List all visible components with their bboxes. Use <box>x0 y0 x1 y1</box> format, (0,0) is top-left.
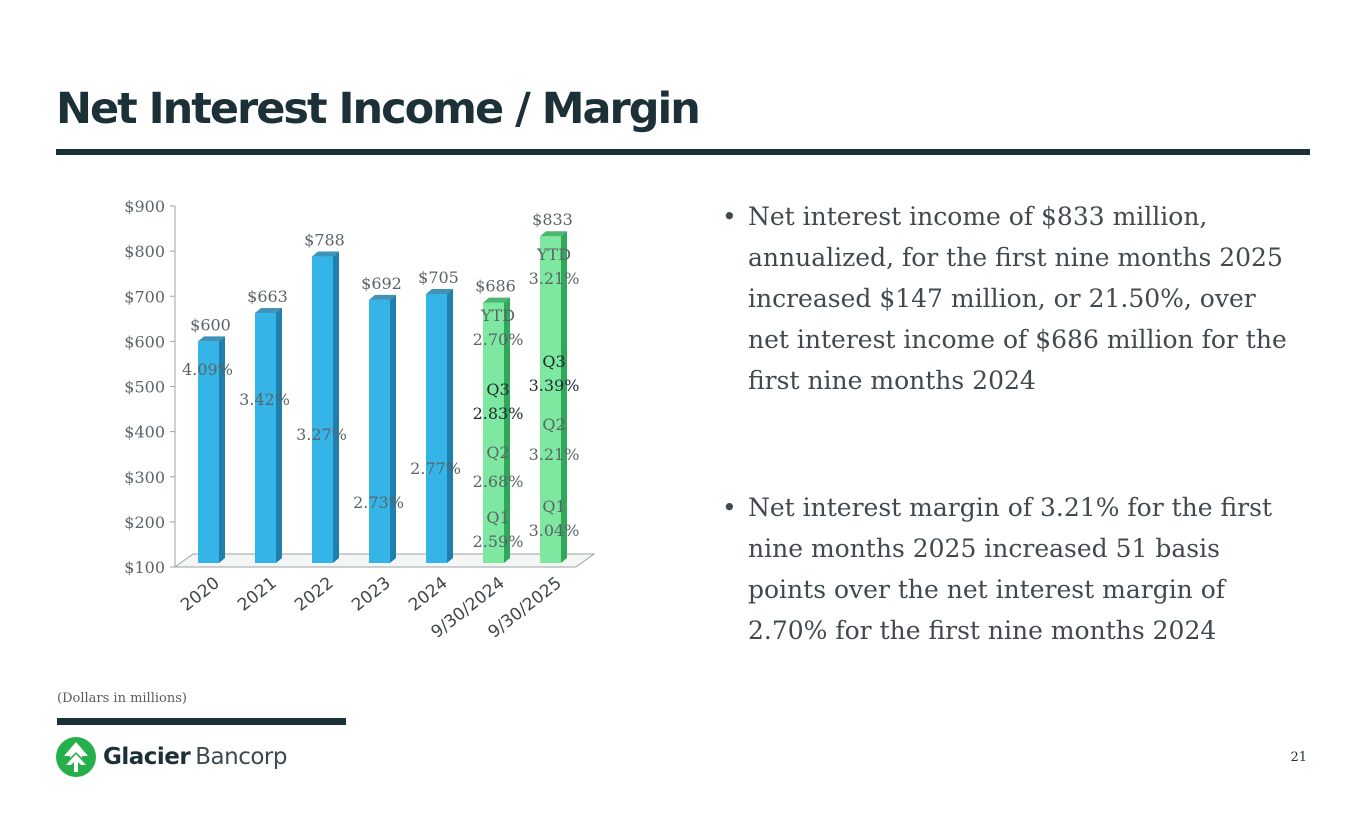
bar-top-2022 <box>312 251 339 257</box>
value-label-2021: $663 <box>247 287 288 306</box>
glacier-logo-icon <box>56 737 96 777</box>
x-tick-label-2022: 2022 <box>291 573 337 615</box>
value-label-9/30/2025: $833 <box>532 210 573 229</box>
value-label-2023: $692 <box>361 274 402 293</box>
y-tick-label: $700 <box>124 287 165 306</box>
quarter-margin-9/30/2024-Q3: 2.83% <box>473 404 524 423</box>
quarter-label-9/30/2025-Q2: Q2 <box>542 415 565 434</box>
quarter-label-9/30/2024-Q2: Q2 <box>486 443 509 462</box>
quarter-margin-9/30/2024-Q1: 2.59% <box>473 532 524 551</box>
value-label-2024: $705 <box>418 268 459 287</box>
logo-name-light: Bancorp <box>195 744 287 770</box>
bar-side-2024 <box>447 288 453 563</box>
margin-label-2020: 4.09% <box>182 360 233 379</box>
bar-side-9/30/2024 <box>504 297 510 563</box>
bar-side-2020 <box>219 336 225 563</box>
bar-side-2021 <box>276 307 282 563</box>
quarter-label-9/30/2024-YTD: YTD <box>480 306 515 325</box>
bar-2021 <box>255 312 276 563</box>
y-tick-label: $900 <box>124 197 165 216</box>
y-tick-label: $400 <box>124 423 165 442</box>
bar-2020 <box>198 341 219 563</box>
net-interest-income-chart: $100 $200 $300 $400 $500 $600 $700 $800 $900 $600… <box>124 197 596 643</box>
bar-top-2024 <box>426 288 453 294</box>
y-tick-label: $800 <box>124 242 165 261</box>
footer-divider <box>57 718 346 725</box>
bullet-net-interest-margin: Net interest margin of 3.21% for the fir… <box>722 487 1302 651</box>
margin-label-2022: 3.27% <box>296 425 347 444</box>
x-tick-label-2023: 2023 <box>348 573 394 615</box>
y-tick-label: $500 <box>124 378 165 397</box>
quarter-label-9/30/2025-Q3: Q3 <box>542 352 565 371</box>
margin-label-2021: 3.42% <box>239 390 290 409</box>
quarter-margin-9/30/2024-Q2: 2.68% <box>473 472 524 491</box>
x-tick-label-2024: 2024 <box>405 573 451 615</box>
bar-top-9/30/2024 <box>483 297 510 303</box>
margin-label-2024: 2.77% <box>410 459 461 478</box>
quarter-margin-9/30/2025-Q3: 3.39% <box>529 376 580 395</box>
x-tick-label-2021: 2021 <box>234 573 280 615</box>
quarter-margin-9/30/2024-YTD: 2.70% <box>473 330 524 349</box>
footnote: (Dollars in millions) <box>57 691 187 706</box>
y-tick-label: $300 <box>124 468 165 487</box>
page-number: 21 <box>1290 750 1307 765</box>
bar-side-2022 <box>333 251 339 563</box>
y-tick-label: $100 <box>124 558 165 577</box>
bar-top-2021 <box>255 307 282 313</box>
bar-2022 <box>312 256 333 563</box>
quarter-margin-9/30/2025-YTD: 3.21% <box>529 269 580 288</box>
bar-2023 <box>369 299 390 563</box>
quarter-label-9/30/2025-Q1: Q1 <box>542 497 565 516</box>
quarter-margin-9/30/2025-Q1: 3.04% <box>529 521 580 540</box>
margin-label-2023: 2.73% <box>353 493 404 512</box>
quarter-margin-9/30/2025-Q2: 3.21% <box>529 445 580 464</box>
y-tick-label: $200 <box>124 513 165 532</box>
logo-name-bold: Glacier <box>103 744 191 770</box>
bar-9/30/2025 <box>540 236 561 563</box>
value-label-2020: $600 <box>190 315 231 334</box>
bullet-net-interest-income: Net interest income of $833 million, ann… <box>722 196 1302 401</box>
x-tick-label-2020: 2020 <box>177 573 223 615</box>
bullet-list: Net interest income of $833 million, ann… <box>722 196 1302 651</box>
bar-top-2020 <box>198 336 225 342</box>
quarter-label-9/30/2024-Q1: Q1 <box>486 508 509 527</box>
bar-top-2023 <box>369 294 396 300</box>
value-label-9/30/2024: $686 <box>475 277 516 296</box>
title-divider <box>56 149 1310 155</box>
bar-top-9/30/2025 <box>540 231 567 237</box>
y-tick-label: $600 <box>124 332 165 351</box>
bar-9/30/2024 <box>483 302 504 563</box>
bar-side-2023 <box>390 294 396 563</box>
company-logo: Glacier Bancorp <box>55 736 287 778</box>
page-title: Net Interest Income / Margin <box>56 84 701 134</box>
bar-side-9/30/2025 <box>561 231 567 563</box>
quarter-label-9/30/2025-YTD: YTD <box>536 245 571 264</box>
bar-2024 <box>426 293 447 563</box>
quarter-label-9/30/2024-Q3: Q3 <box>486 380 509 399</box>
value-label-2022: $788 <box>304 231 345 250</box>
